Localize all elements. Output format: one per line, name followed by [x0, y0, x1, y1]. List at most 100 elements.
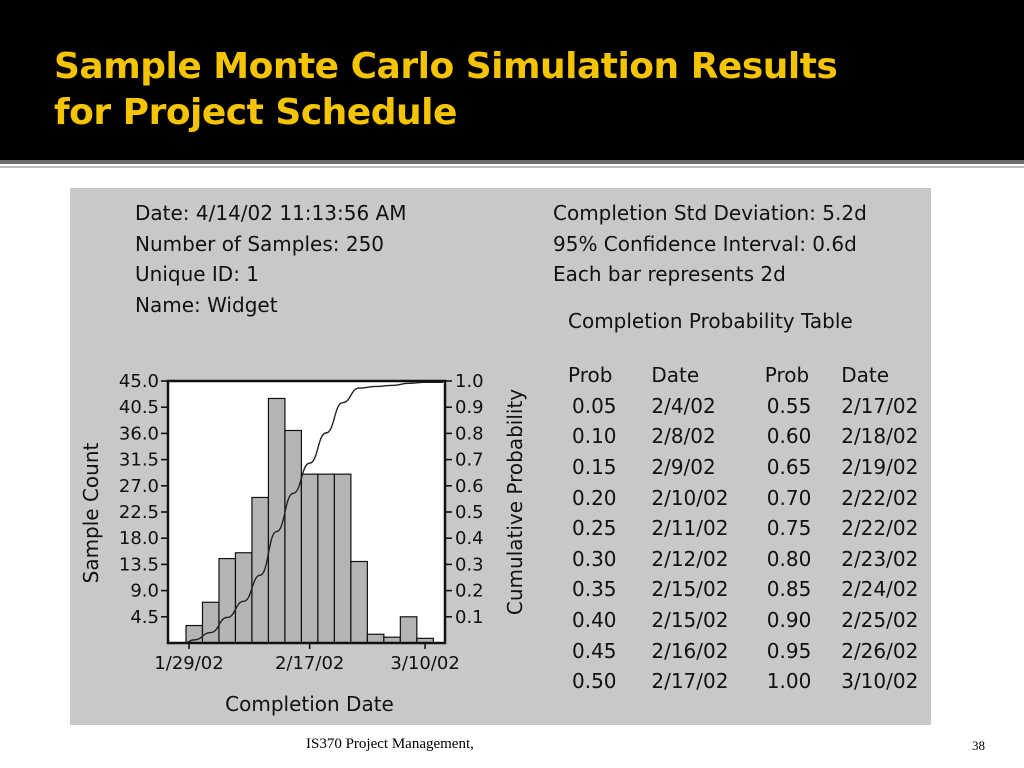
histogram-bar	[251, 496, 270, 644]
date-cell: 2/25/02	[841, 608, 919, 633]
y-axis-tick-label: 45.0	[119, 371, 159, 392]
y-axis-tick-label: 4.5	[130, 607, 159, 628]
date-cell: 2/24/02	[841, 577, 919, 602]
probability-cell: 0.25	[572, 516, 617, 541]
simulation-statistics: Completion Std Deviation: 5.2d 95% Confi…	[553, 198, 867, 290]
table-header-row: Prob Date Prob Date	[564, 360, 931, 391]
x-axis-title: Completion Date	[225, 692, 394, 716]
header-divider-thin	[0, 166, 1024, 168]
footer-course: IS370 Project Management,	[306, 736, 474, 752]
probability-table-title: Completion Probability Table	[568, 309, 853, 333]
histogram-bar	[284, 429, 303, 644]
y2-axis-tick-label: 0.5	[455, 502, 484, 523]
probability-cell: 0.30	[572, 546, 617, 571]
slide-title: Sample Monte Carlo Simulation Results fo…	[54, 44, 994, 136]
date-cell: 2/4/02	[651, 393, 716, 418]
cumulative-probability-line	[183, 381, 443, 644]
probability-cell: 0.95	[766, 638, 812, 663]
probability-cell: 0.40	[572, 608, 617, 633]
date-cell: 2/18/02	[841, 424, 919, 449]
date-cell: 2/15/02	[651, 577, 729, 602]
column-header: Prob	[764, 363, 810, 388]
date-cell: 2/17/02	[651, 669, 729, 694]
x-axis-tick-label: 2/17/02	[275, 653, 344, 674]
histogram-bar	[399, 616, 418, 644]
probability-cell: 0.60	[766, 424, 812, 449]
table-row: 0.15 2/9/02 0.65 2/19/02	[564, 452, 931, 483]
column-header: Prob	[568, 363, 613, 388]
histogram-bar	[218, 557, 237, 644]
y2-axis-tick-label: 1.0	[455, 371, 484, 392]
date-cell: 2/16/02	[651, 638, 729, 663]
table-row: 0.45 2/16/02 0.95 2/26/02	[564, 635, 931, 666]
header-divider	[0, 160, 1024, 164]
y2-axis-title: Cumulative Probability	[503, 389, 527, 615]
y2-axis-tick-label: 0.6	[455, 476, 484, 497]
info-unique-id: Unique ID: 1	[135, 262, 260, 286]
probability-cell: 0.35	[572, 577, 617, 602]
date-cell: 2/15/02	[651, 608, 729, 633]
probability-cell: 0.05	[572, 393, 617, 418]
info-date: Date: 4/14/02 11:13:56 AM	[135, 201, 407, 225]
stat-std-deviation: Completion Std Deviation: 5.2d	[553, 201, 867, 225]
stat-confidence-interval: 95% Confidence Interval: 0.6d	[553, 231, 857, 256]
simulation-info: Date: 4/14/02 11:13:56 AM Number of Samp…	[135, 198, 406, 320]
simulation-results-panel: Date: 4/14/02 11:13:56 AM Number of Samp…	[70, 188, 931, 725]
y-axis-tick-label: 9.0	[130, 581, 159, 602]
date-cell: 2/26/02	[841, 638, 919, 663]
y2-axis-tick-label: 0.2	[455, 581, 484, 602]
table-row: 0.20 2/10/02 0.70 2/22/02	[564, 482, 931, 513]
y-axis-tick-label: 18.0	[119, 528, 159, 549]
histogram-bar	[201, 601, 220, 644]
table-body: 0.05 2/4/02 0.55 2/17/02 0.10 2/8/02 0.60 2/18/…	[564, 391, 931, 697]
probability-cell: 0.75	[766, 516, 812, 541]
y-axis-title: Sample Count	[79, 442, 103, 583]
info-sample-count: Number of Samples: 250	[135, 231, 385, 256]
y-axis-tick-label: 40.5	[119, 397, 159, 418]
date-cell: 2/12/02	[651, 546, 729, 571]
y2-axis-tick-label: 0.4	[455, 528, 484, 549]
chart-plot-layer: 45.0 40.5 36.0 31.5 27.0 22.5 18.0 13.5 9.0 4.5 1.…	[79, 371, 527, 716]
histogram-bar	[234, 552, 253, 644]
table-row: 0.40 2/15/02 0.90 2/25/02	[564, 605, 931, 636]
slide-header: Sample Monte Carlo Simulation Results fo…	[0, 0, 1024, 160]
probability-cell: 0.45	[572, 638, 617, 663]
date-cell: 2/17/02	[841, 393, 919, 418]
probability-cell: 0.65	[766, 455, 812, 480]
histogram-bar	[300, 473, 319, 644]
y-axis-tick-label: 27.0	[119, 476, 159, 497]
y2-axis-tick-label: 0.8	[455, 423, 484, 444]
histogram-bar	[317, 473, 335, 644]
y2-axis-tick-label: 0.1	[455, 607, 484, 628]
probability-cell: 0.50	[572, 669, 617, 694]
x-axis-tick-label: 3/10/02	[390, 653, 459, 674]
date-cell: 2/10/02	[651, 485, 729, 510]
table-row: 0.25 2/11/02 0.75 2/22/02	[564, 513, 931, 544]
slide-title-line-2: for Project Schedule	[54, 92, 457, 133]
date-cell: 2/23/02	[841, 546, 919, 571]
table-row: 0.30 2/12/02 0.80 2/23/02	[564, 544, 931, 575]
completion-probability-table: Prob Date Prob Date 0.05 2/4/02 0.55 2/17/0…	[564, 360, 931, 697]
histogram-bar	[333, 473, 352, 644]
date-cell: 2/9/02	[651, 455, 716, 480]
date-cell: 2/11/02	[651, 516, 729, 541]
y2-axis-tick-label: 0.9	[455, 397, 484, 418]
y-axis-tick-label: 36.0	[119, 423, 159, 444]
y-axis-tick-label: 31.5	[119, 450, 159, 471]
table-row: 0.10 2/8/02 0.60 2/18/02	[564, 421, 931, 452]
slide-title-line-1: Sample Monte Carlo Simulation Results	[54, 46, 838, 87]
date-cell: 2/8/02	[651, 424, 716, 449]
probability-cell: 0.15	[572, 455, 617, 480]
date-cell: 2/22/02	[841, 485, 919, 510]
column-header: Date	[651, 363, 700, 388]
probability-cell: 1.00	[766, 669, 812, 694]
x-axis-tick-label: 1/29/02	[154, 653, 223, 674]
y-axis-tick-label: 13.5	[119, 554, 159, 575]
probability-cell: 0.85	[766, 577, 812, 602]
probability-cell: 0.20	[572, 485, 617, 510]
table-row: 0.35 2/15/02 0.85 2/24/02	[564, 574, 931, 605]
y2-axis-tick-label: 0.7	[455, 450, 484, 471]
table-row: 0.05 2/4/02 0.55 2/17/02	[564, 391, 931, 422]
probability-cell: 0.55	[766, 393, 812, 418]
date-cell: 2/19/02	[841, 455, 919, 480]
